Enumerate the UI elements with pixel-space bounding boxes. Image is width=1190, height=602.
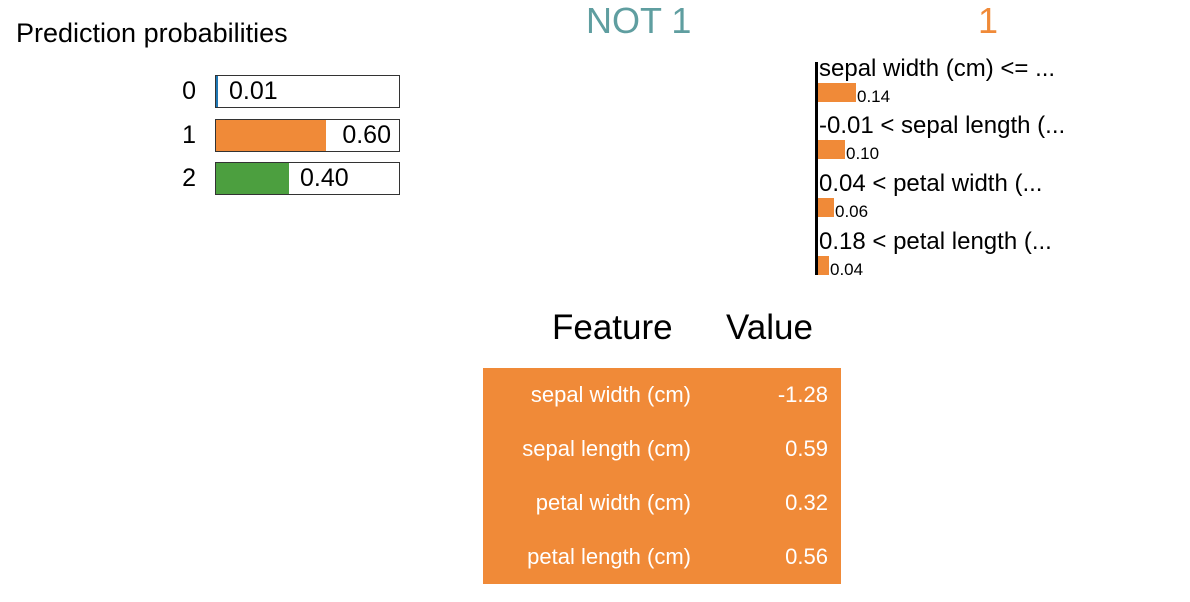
explanation-feature-label: 0.04 < petal width (... [819, 170, 1043, 197]
probability-bar-frame: 0.40 [215, 162, 400, 195]
positive-class-header: 1 [978, 0, 999, 41]
probability-value-label: 0.01 [229, 77, 278, 105]
feature-name-cell: petal width (cm) [535, 490, 691, 515]
probability-bar [216, 76, 218, 107]
prediction-probabilities-title: Prediction probabilities [16, 18, 288, 48]
negative-class-header: NOT 1 [586, 0, 692, 41]
feature-column-header: Feature [552, 308, 673, 347]
probability-row-1: 1 0.60 [0, 118, 410, 152]
probability-class-label: 2 [182, 164, 196, 192]
probability-bar-frame: 0.01 [215, 75, 400, 108]
value-column-header: Value [726, 308, 813, 347]
probability-bar-frame: 0.60 [215, 119, 400, 152]
feature-name-cell: sepal length (cm) [522, 436, 691, 461]
explanation-feature-label: -0.01 < sepal length (... [819, 112, 1066, 139]
feature-value-cell: 0.32 [785, 490, 828, 515]
probability-value-label: 0.60 [342, 121, 391, 149]
explanation-weight-bar [818, 83, 856, 102]
feature-value-cell: 0.59 [785, 436, 828, 461]
explanation-weight-bar [818, 198, 834, 217]
probability-class-label: 1 [182, 121, 196, 149]
table-row: petal width (cm) 0.32 [483, 476, 841, 530]
probability-bar [216, 120, 326, 151]
table-row: sepal width (cm) -1.28 [483, 368, 841, 422]
probability-class-label: 0 [182, 77, 196, 105]
feature-name-cell: petal length (cm) [527, 544, 691, 569]
table-row: sepal length (cm) 0.59 [483, 422, 841, 476]
table-row: petal length (cm) 0.56 [483, 530, 841, 584]
explanation-weight-value: 0.10 [846, 144, 880, 163]
probability-value-label: 0.40 [300, 164, 349, 192]
explanation-feature-label: sepal width (cm) <= ... [819, 55, 1056, 82]
explanation-weight-value: 0.14 [857, 87, 891, 106]
explanation-weight-bar [818, 140, 845, 159]
explanation-weight-value: 0.06 [835, 202, 869, 221]
probability-row-2: 2 0.40 [0, 161, 410, 195]
feature-name-cell: sepal width (cm) [530, 382, 691, 407]
explanation-axis-line [815, 62, 818, 275]
explanation-feature-label: 0.18 < petal length (... [819, 228, 1052, 255]
explanation-weight-value: 0.04 [830, 260, 864, 279]
feature-value-cell: -1.28 [777, 382, 828, 407]
probability-bar [216, 163, 289, 194]
explanation-weight-bar [818, 256, 829, 275]
feature-table-body: sepal width (cm) -1.28 sepal length (cm) 0.… [483, 368, 841, 584]
probability-row-0: 0 0.01 [0, 74, 410, 108]
feature-value-cell: 0.56 [785, 544, 828, 569]
